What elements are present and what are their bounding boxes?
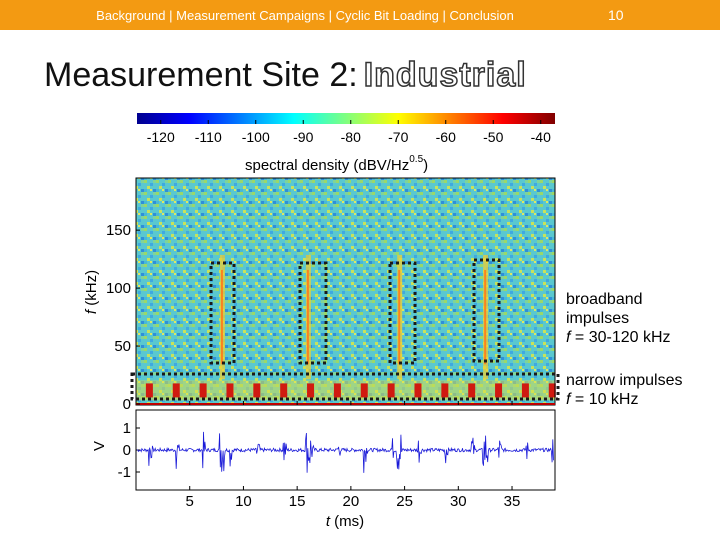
- colorbar-label: spectral density (dBV/Hz0.5): [245, 154, 428, 174]
- narrow-impulse: [387, 383, 395, 398]
- narrow-impulse: [333, 383, 341, 398]
- narrow-frequency: f = 10 kHz: [566, 391, 639, 408]
- narrow-impulse: [414, 383, 422, 398]
- narrow-impulse: [548, 383, 556, 398]
- colorbar: [137, 113, 555, 124]
- spectrogram-y-ticks: 0 50 100 150: [106, 222, 140, 413]
- time-x-label: t (ms): [326, 513, 364, 530]
- time-x-tick-label: 15: [289, 493, 306, 510]
- broadband-line-1: broadband: [566, 291, 643, 308]
- broadband-impulse-box-2: [298, 261, 328, 365]
- header-bar: Background | Measurement Campaigns | Cyc…: [0, 0, 720, 30]
- broadband-impulse-core: [220, 269, 223, 365]
- colorbar-tick-label: -110: [195, 129, 222, 145]
- colorbar-tick-label: -80: [341, 129, 361, 145]
- narrow-impulse: [145, 383, 153, 398]
- colorbar-ticks: -120 -110 -100 -90 -80 -70 -60 -50 -40: [147, 120, 551, 145]
- signal-y-ticks: 1 0 -1: [118, 420, 140, 481]
- broadband-impulse-box-1: [209, 261, 236, 365]
- colorbar-tick-label: -60: [436, 129, 456, 145]
- narrow-line-1: narrow impulses: [566, 372, 683, 389]
- broadband-impulse-core: [398, 269, 401, 365]
- page-title: Measurement Site 2: Industrial: [44, 55, 527, 95]
- broadband-line-2: impulses: [566, 310, 630, 327]
- time-x-tick-label: 25: [396, 493, 413, 510]
- narrow-impulse: [199, 383, 207, 398]
- page-number: 10: [608, 7, 624, 23]
- narrow-impulse: [226, 383, 234, 398]
- title-site: Industrial: [363, 55, 527, 95]
- spectrogram-y-tick-label: 50: [114, 338, 131, 355]
- narrow-impulse: [307, 383, 315, 398]
- time-x-tick-label: 35: [504, 493, 521, 510]
- narrow-impulse: [360, 383, 368, 398]
- spectrogram-y-tick-label: 150: [106, 222, 131, 239]
- broadband-impulse-core: [484, 269, 487, 365]
- narrow-impulse: [468, 383, 476, 398]
- broadband-impulse-box-3: [388, 261, 417, 365]
- broadband-annotation: broadband impulses f = 30-120 kHz: [566, 290, 671, 347]
- spectrogram-area: [136, 178, 555, 405]
- spectrogram-features: [136, 254, 556, 401]
- narrow-impulse: [280, 383, 288, 398]
- narrow-impulse: [495, 383, 503, 398]
- broadband-impulse-core: [306, 269, 309, 365]
- narrow-annotation: narrow impulses f = 10 kHz: [566, 371, 682, 409]
- time-x-tick-label: 30: [450, 493, 467, 510]
- signal-trace: [136, 431, 554, 473]
- time-x-tick-label: 10: [235, 493, 252, 510]
- narrow-impulse-box: [130, 372, 560, 401]
- spectrogram-y-tick-label: 0: [123, 396, 131, 413]
- title-main: Measurement Site 2:: [44, 56, 358, 94]
- signal-y-tick-label: 0: [123, 442, 131, 459]
- narrow-impulse: [521, 383, 529, 398]
- colorbar-tick-label: -100: [242, 129, 270, 145]
- narrow-impulse: [172, 383, 180, 398]
- broadband-impulse-box-4: [472, 258, 501, 363]
- colorbar-tick-label: -40: [531, 129, 551, 145]
- signal-y-tick-label: 1: [123, 420, 131, 437]
- breadcrumb: Background | Measurement Campaigns | Cyc…: [96, 8, 514, 23]
- spectrogram-y-tick-label: 100: [106, 280, 131, 297]
- time-x-ticks: 5 10 15 20 25 30 35: [186, 401, 521, 510]
- colorbar-tick-label: -70: [388, 129, 408, 145]
- narrow-impulse-band: [136, 380, 555, 401]
- broadband-frequency: f = 30-120 kHz: [566, 329, 671, 346]
- signal-y-tick-label: -1: [118, 464, 131, 481]
- colorbar-tick-label: -90: [293, 129, 313, 145]
- colorbar-tick-label: -50: [483, 129, 503, 145]
- colorbar-tick-label: -120: [147, 129, 175, 145]
- signal-y-label: V: [91, 441, 108, 451]
- narrow-impulse: [253, 383, 261, 398]
- time-x-tick-label: 20: [343, 493, 360, 510]
- time-x-tick-label: 5: [186, 493, 194, 510]
- spectrogram-y-label: f (kHz): [83, 270, 100, 314]
- narrow-impulse: [441, 383, 449, 398]
